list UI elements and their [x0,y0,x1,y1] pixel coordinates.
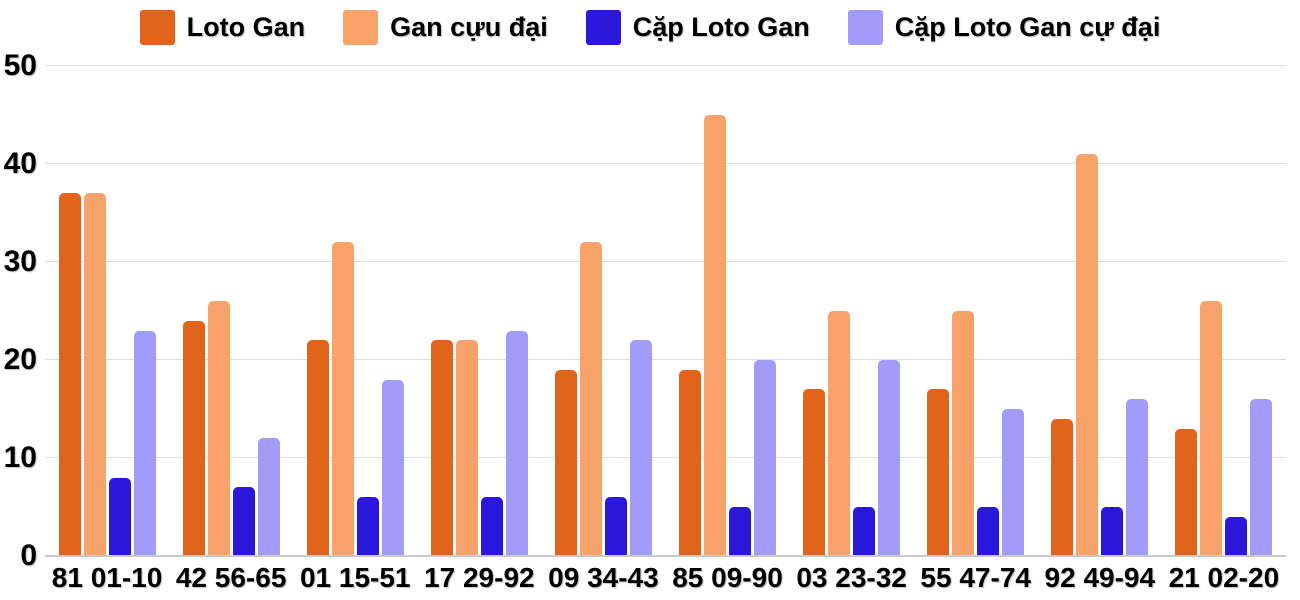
bar-cặp-loto-gan [1101,507,1124,556]
y-tick-label: 10 [3,441,37,474]
legend-swatch [585,9,621,45]
bar-cặp-loto-gan [356,497,379,556]
legend-item[interactable]: Loto Gan [139,9,306,45]
legend-label: Gan cựu đại [390,11,548,42]
bar-gan-cựu-đại [579,242,602,556]
bar-cặp-loto-gan [480,497,503,556]
bar-cặp-loto-gan-cự-đại [505,330,528,556]
x-axis-line [45,555,1286,557]
y-tick-label: 40 [3,147,37,180]
legend-swatch [847,9,883,45]
bar-loto-gan [306,340,329,556]
bar-cặp-loto-gan [977,507,1000,556]
x-category-label: 09 34-43 [548,562,659,593]
bar-gan-cựu-đại [207,301,230,556]
gridline [45,359,1286,360]
bar-cặp-loto-gan-cự-đại [257,438,280,556]
bar-group [293,66,417,556]
x-category-label: 81 01-10 [51,562,163,593]
bar-cặp-loto-gan [1225,516,1248,556]
legend-label: Cặp Loto Gan [632,11,810,42]
bar-group [914,66,1038,556]
x-category-label: 17 29-92 [424,562,535,593]
gridline [45,261,1286,262]
x-category-label: 03 23-32 [796,562,907,593]
bar-loto-gan [1175,428,1198,556]
bar-cặp-loto-gan-cự-đại [133,330,156,556]
bar-cặp-loto-gan-cự-đại [878,360,901,556]
legend-swatch [139,9,175,45]
x-category-label: 01 15-51 [299,562,411,593]
bar-cặp-loto-gan [604,497,627,556]
gridline [45,65,1286,66]
bar-group [417,66,541,556]
bar-gan-cựu-đại [1076,154,1099,556]
bar-group [169,66,293,556]
bar-cặp-loto-gan [232,487,255,556]
bar-cặp-loto-gan-cự-đại [1126,399,1149,556]
bar-loto-gan [554,369,577,556]
bar-gan-cựu-đại [1200,301,1223,556]
gridline [45,457,1286,458]
bar-cặp-loto-gan [729,507,752,556]
bar-cặp-loto-gan [853,507,876,556]
bar-cặp-loto-gan-cự-đại [629,340,652,556]
x-category-label: 85 09-90 [672,562,783,593]
bar-group [665,66,789,556]
bar-group [1162,66,1286,556]
bar-cặp-loto-gan-cự-đại [1002,409,1025,556]
bar-loto-gan [182,320,205,556]
bar-cặp-loto-gan [108,477,131,556]
bar-group [45,66,169,556]
y-axis-labels: 0 10 20 30 40 50 [0,51,37,571]
x-category-label: 21 02-20 [1168,562,1280,593]
legend-label: Cặp Loto Gan cự đại [894,11,1161,42]
bar-cặp-loto-gan-cự-đại [1250,399,1273,556]
x-axis-labels: 81 01-10 42 56-65 01 15-51 17 29-92 09 34-43… [45,560,1286,596]
y-tick-label: 20 [3,343,37,376]
y-tick-label: 50 [3,49,37,82]
legend-item[interactable]: Cặp Loto Gan [585,9,810,45]
bar-gan-cựu-đại [331,242,354,556]
legend-item[interactable]: Cặp Loto Gan cự đại [847,9,1161,45]
bar-group [1038,66,1162,556]
bar-loto-gan [803,389,826,556]
y-tick-label: 0 [20,539,37,572]
x-category-label: 55 47-74 [920,562,1031,593]
plot-area [45,65,1286,557]
bar-gan-cựu-đại [952,311,975,556]
bar-cặp-loto-gan-cự-đại [754,360,777,556]
bar-group [541,66,665,556]
bar-loto-gan [430,340,453,556]
legend-item[interactable]: Gan cựu đại [343,9,548,45]
bar-groups [45,66,1286,556]
bar-group [790,66,914,556]
bar-loto-gan [927,389,950,556]
x-category-label: 42 56-65 [175,562,287,593]
bar-gan-cựu-đại [828,311,851,556]
x-category-label: 92 49-94 [1044,562,1156,593]
legend: Loto Gan Gan cựu đại Cặp Loto Gan Cặp Loto … [0,6,1300,48]
bar-loto-gan [1051,418,1074,556]
legend-swatch [343,9,379,45]
bar-loto-gan [58,193,81,556]
gridline [45,163,1286,164]
bar-gan-cựu-đại [704,115,727,556]
bar-gan-cựu-đại [83,193,106,556]
legend-label: Loto Gan [186,11,306,42]
bar-gan-cựu-đại [455,340,478,556]
bar-cặp-loto-gan-cự-đại [381,379,404,556]
bar-loto-gan [679,369,702,556]
y-tick-label: 30 [3,245,37,278]
